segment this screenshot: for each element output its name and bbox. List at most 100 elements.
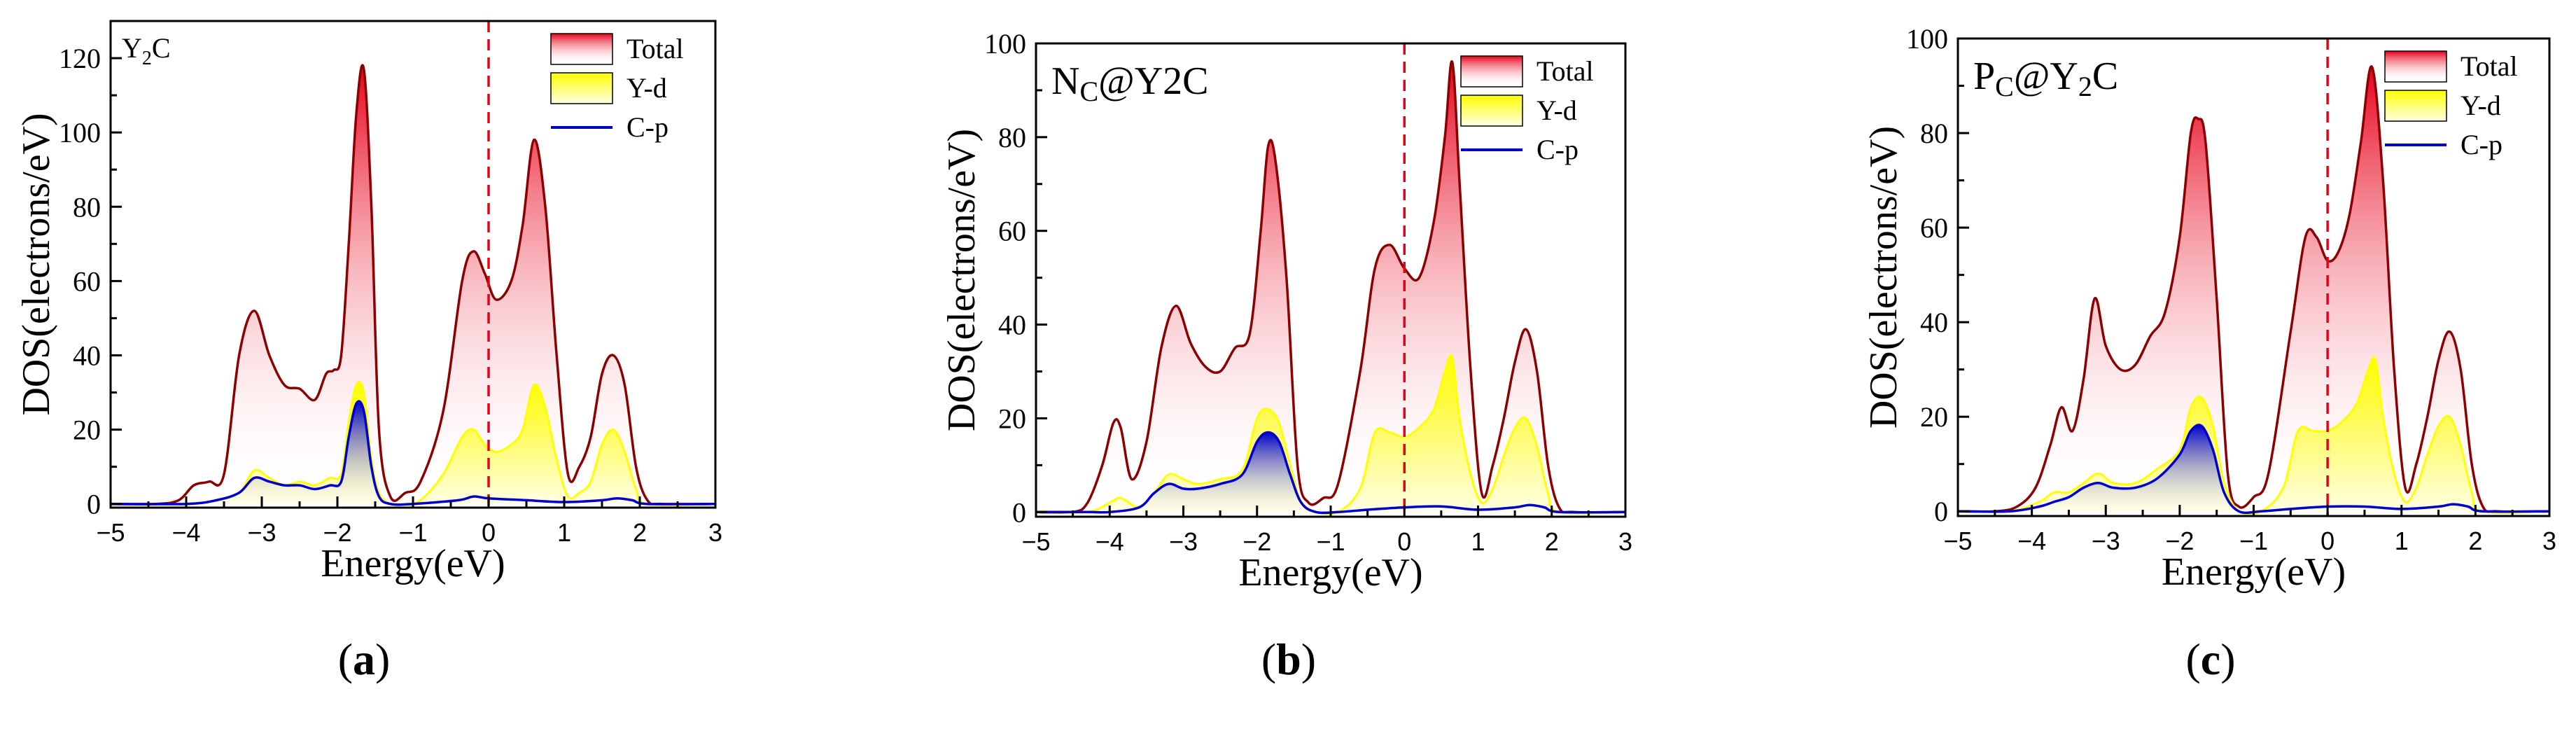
y-tick-label: 40: [73, 340, 101, 371]
series-area-c-p: [1958, 424, 2549, 513]
legend-label-total: Total: [626, 33, 684, 64]
legend-label-c-p: C-p: [1536, 134, 1578, 165]
series-line-total: [1036, 60, 1625, 515]
x-tick-label: −2: [323, 518, 351, 547]
legend: Total Y-d C-p: [2384, 50, 2518, 160]
panel-b: −5 −4 −3 −2 −1 0 1 2 3 0 20 40 60 80 100 Energy(eV) DOS(…: [858, 0, 1716, 738]
panel-title: NC@Y2C: [1051, 60, 1209, 107]
x-tick-label: −3: [247, 518, 276, 547]
x-tick-label: −3: [2092, 527, 2120, 555]
x-tick-label: −5: [1943, 527, 1972, 555]
series-area-y-d: [111, 382, 715, 506]
x-tick-label: 3: [1618, 527, 1632, 556]
title-main: Y: [122, 32, 142, 64]
legend-label-y-d: Y-d: [1536, 95, 1577, 126]
panel-a: −5 −4 −3 −2 −1 0 1 2 3 0 20 40 60 80 100 120 Energy(eV) D…: [0, 0, 858, 738]
title-subscript: C: [1995, 71, 2014, 102]
y-tick-label: 60: [73, 265, 101, 297]
dos-chart-c: −5 −4 −3 −2 −1 0 1 2 3 0 20 40 60 80 100 Energy(eV) DOS(…: [1862, 23, 2556, 594]
title-main: N: [1051, 60, 1079, 103]
y-tick-label: 20: [998, 403, 1026, 434]
x-tick-label: 3: [708, 518, 722, 547]
x-tick-label: 0: [482, 518, 496, 547]
y-tick-label: 40: [1920, 307, 1948, 338]
y-axis-label: DOS(electrons/eV): [15, 113, 58, 415]
series-line-total: [1958, 65, 2549, 513]
x-tick-label: 2: [633, 518, 647, 547]
legend-label-c-p: C-p: [626, 111, 668, 143]
series-line-c-p: [1958, 424, 2549, 515]
y-tick-label: 20: [1920, 401, 1948, 433]
panel-title: Y2C: [122, 32, 171, 69]
series-area-total: [1958, 66, 2549, 512]
legend-swatch-total: [2384, 50, 2447, 83]
plot-area: [1958, 65, 2549, 516]
series-area-c-p: [1036, 432, 1625, 513]
y-tick-label: 20: [73, 415, 101, 446]
title-tail: @Y2C: [1098, 60, 1208, 103]
y-tick-label: 60: [998, 216, 1026, 247]
title-tail: @Y: [2014, 55, 2078, 98]
legend-label-y-d: Y-d: [626, 72, 667, 104]
y-tick-label: 0: [1012, 496, 1026, 528]
x-tick-label: −1: [398, 518, 427, 547]
legend-label-c-p: C-p: [2460, 129, 2502, 160]
y-tick-label: 0: [87, 489, 101, 520]
title-subscript: C: [1079, 76, 1098, 107]
x-tick-label: 0: [2320, 527, 2334, 555]
x-tick-label: −4: [1096, 527, 1124, 556]
title-subscript: 2: [2078, 71, 2092, 102]
y-tick-label: 60: [1920, 212, 1948, 244]
y-axis-label: DOS(electrons/eV): [940, 129, 983, 431]
x-axis-label: Energy(eV): [321, 542, 505, 585]
panel-label-c: (c): [2185, 634, 2236, 684]
title-subscript: 2: [142, 48, 152, 69]
y-tick-label: 0: [1934, 496, 1948, 527]
x-tick-label: −2: [1242, 527, 1271, 556]
series-area-total: [1036, 61, 1625, 513]
plot-area: [1036, 60, 1625, 515]
y-tick-label: 100: [984, 28, 1026, 60]
title-tail: C: [152, 32, 171, 64]
x-tick-label: 2: [1545, 527, 1559, 556]
dos-chart-a: −5 −4 −3 −2 −1 0 1 2 3 0 20 40 60 80 100 120 Energy(eV) D…: [15, 20, 722, 585]
x-tick-label: −3: [1169, 527, 1198, 556]
series-line-c-p: [111, 400, 715, 506]
legend-swatch-y-d: [1460, 95, 1523, 127]
y-tick-label: 100: [1906, 23, 1948, 55]
x-tick-label: 1: [2395, 527, 2409, 555]
panel-label-b: (b): [1261, 634, 1317, 684]
y-tick-label: 80: [73, 191, 101, 223]
legend: Total Y-d C-p: [550, 33, 684, 143]
x-tick-label: −5: [1021, 527, 1050, 556]
x-tick-label: −5: [96, 518, 125, 547]
series-line-c-p: [1036, 431, 1625, 515]
y-tick-label: 80: [998, 122, 1026, 153]
x-tick-label: 1: [1471, 527, 1485, 556]
x-tick-label: 0: [1397, 527, 1411, 556]
legend-label-y-d: Y-d: [2460, 90, 2501, 121]
x-tick-label: −2: [2165, 527, 2194, 555]
y-axis-label: DOS(electrons/eV): [1862, 126, 1905, 429]
series-line-y-d: [1958, 356, 2549, 516]
x-tick-label: 2: [2468, 527, 2482, 555]
panel-label-a: (a): [337, 634, 391, 684]
legend-swatch-total: [1460, 55, 1523, 88]
x-tick-label: −1: [1316, 527, 1345, 556]
x-tick-label: −4: [172, 518, 200, 547]
legend-label-total: Total: [1536, 55, 1594, 87]
y-tick-label: 100: [59, 117, 101, 148]
x-axis-label: Energy(eV): [1238, 551, 1422, 594]
panel-title: PC@Y2C: [1973, 55, 2118, 102]
series-line-total: [111, 64, 715, 506]
plot-area: [111, 64, 715, 506]
title-tail: C: [2092, 55, 2118, 98]
title-main: P: [1973, 55, 1995, 98]
legend-swatch-y-d: [550, 72, 613, 104]
legend-label-total: Total: [2460, 50, 2518, 82]
x-tick-label: 3: [2542, 527, 2556, 555]
panel-c: −5 −4 −3 −2 −1 0 1 2 3 0 20 40 60 80 100 Energy(eV) DOS(…: [1716, 0, 2575, 738]
y-tick-label: 80: [1920, 118, 1948, 149]
y-tick-label: 120: [59, 43, 101, 74]
x-axis-label: Energy(eV): [2162, 550, 2346, 594]
